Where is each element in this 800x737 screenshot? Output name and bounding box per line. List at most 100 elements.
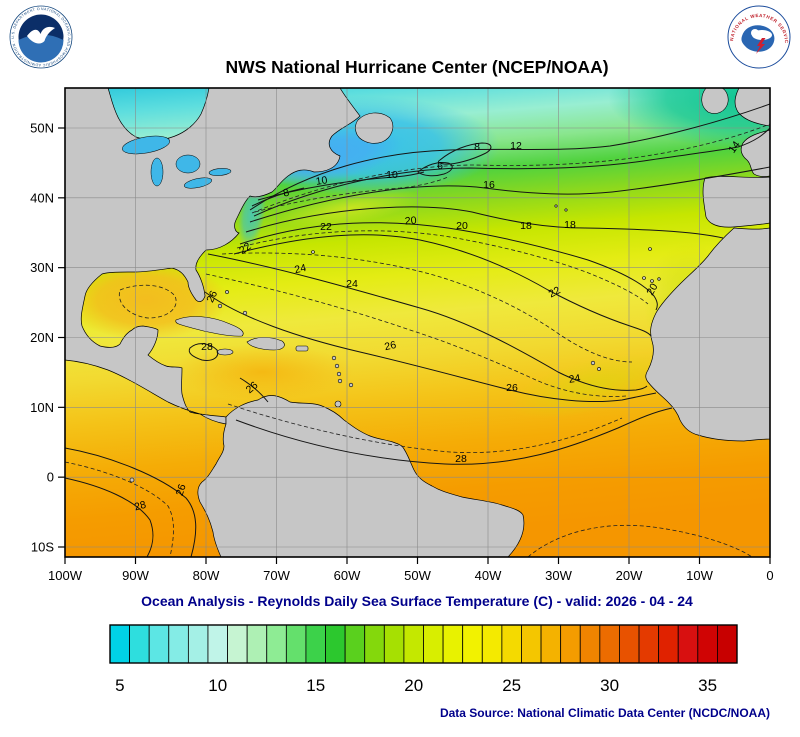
y-axis-label: 0 bbox=[47, 470, 54, 485]
x-axis-label: 40W bbox=[475, 568, 502, 583]
island-cape-verde bbox=[590, 360, 596, 366]
x-axis-label: 70W bbox=[263, 568, 290, 583]
x-axis-label: 20W bbox=[616, 568, 643, 583]
island-galapagos bbox=[129, 477, 135, 483]
nws-logo: NATIONAL WEATHER SERVICE bbox=[727, 5, 791, 69]
x-axis-label: 30W bbox=[545, 568, 572, 583]
contour-label: 16 bbox=[483, 179, 495, 191]
contour-label: 18 bbox=[520, 220, 532, 232]
colorbar-tick-label: 20 bbox=[404, 676, 423, 695]
land-iberia bbox=[702, 176, 770, 228]
contour-label: 28 bbox=[133, 499, 148, 514]
figure-title: NWS National Hurricane Center (NCEP/NOAA… bbox=[225, 57, 608, 77]
contour-line-dashed bbox=[65, 461, 174, 557]
gulf-stream-shading bbox=[278, 188, 422, 228]
contour-label: 28 bbox=[455, 453, 467, 465]
land-south-america bbox=[197, 395, 525, 557]
contour-line bbox=[253, 127, 770, 217]
island-bermuda bbox=[311, 250, 315, 254]
contour-line-dashed bbox=[118, 284, 177, 319]
land-jamaica bbox=[216, 348, 234, 356]
equatorial-cool-tongue bbox=[508, 353, 676, 419]
contour-line bbox=[235, 407, 673, 465]
colorbar-cell bbox=[521, 624, 542, 664]
colorbar: 5 10 15 20 25 30 35 bbox=[109, 624, 738, 695]
contour-label: 8 bbox=[282, 187, 291, 200]
x-axis-label: 100W bbox=[48, 568, 83, 583]
contour-line bbox=[245, 206, 724, 239]
y-axis-label: 10N bbox=[30, 400, 54, 415]
x-axis-label: 90W bbox=[122, 568, 149, 583]
contour-line bbox=[257, 171, 425, 201]
northeast-atlantic-shading bbox=[608, 88, 770, 148]
lake-erie bbox=[184, 177, 212, 189]
contour-label: 20 bbox=[404, 215, 417, 228]
contour-line bbox=[239, 377, 269, 403]
colorbar-tick-label: 10 bbox=[208, 676, 227, 695]
colorbar-cell bbox=[540, 624, 562, 664]
lake-ontario bbox=[208, 168, 232, 176]
x-axis-label: 60W bbox=[334, 568, 361, 583]
noaa-logo: NATIONAL OCEANIC AND ATMOSPHERIC ADMINIS… bbox=[9, 5, 73, 69]
colorbar-cell bbox=[168, 624, 189, 664]
island-cape-verde bbox=[597, 367, 601, 371]
contour-label: 24 bbox=[346, 278, 358, 290]
nws-cloud-icon bbox=[751, 29, 759, 37]
noaa-logo-sphere bbox=[18, 34, 64, 63]
colorbar-tick-label: 25 bbox=[502, 676, 521, 695]
land-north-america bbox=[65, 88, 361, 425]
lake-huron bbox=[175, 154, 201, 174]
axis-layer: 100W 90W 80W 70W 60W 50W 40W 30W 20W 10W 0 50N 40N 30… bbox=[30, 121, 773, 584]
colorbar-cell bbox=[560, 624, 581, 664]
contour-label: 10 bbox=[315, 174, 328, 188]
contour-line-dashed bbox=[527, 524, 753, 557]
colorbar-tick-label: 35 bbox=[698, 676, 717, 695]
colorbar-cell bbox=[638, 624, 660, 664]
colorbar-cell bbox=[619, 624, 640, 664]
colorbar-cell bbox=[462, 624, 483, 664]
island-antilles bbox=[331, 355, 337, 361]
island-canaries bbox=[650, 279, 654, 283]
island-trinidad bbox=[334, 400, 342, 408]
colorbar-tick-label: 30 bbox=[600, 676, 619, 695]
contour-line-dashed bbox=[254, 176, 449, 213]
contour-label: 8 bbox=[474, 141, 480, 153]
contour-line-dashed bbox=[251, 123, 770, 214]
land-cuba bbox=[175, 316, 244, 337]
colorbar-cell bbox=[442, 624, 464, 664]
island-canaries bbox=[657, 277, 661, 281]
contour-layer bbox=[65, 103, 770, 557]
contour-line bbox=[437, 142, 492, 165]
colorbar-cell bbox=[325, 624, 346, 664]
colorbar-cell bbox=[481, 624, 503, 664]
island-madeira bbox=[648, 247, 652, 251]
contour-label: 18 bbox=[564, 219, 576, 231]
island-bahamas bbox=[217, 303, 223, 309]
colorbar-frame bbox=[109, 624, 738, 664]
colorbar-tick-label: 15 bbox=[306, 676, 325, 695]
island-azores bbox=[564, 208, 568, 212]
colorbar-cell bbox=[207, 624, 228, 664]
contour-line bbox=[204, 291, 657, 403]
caribbean-warm-shading bbox=[170, 344, 354, 400]
contour-line-dashed bbox=[205, 273, 627, 397]
island-azores bbox=[554, 204, 558, 208]
contour-line-dashed bbox=[236, 230, 649, 305]
x-axis-label: 0 bbox=[766, 568, 773, 583]
contour-label: 20 bbox=[644, 281, 660, 297]
lake-superior bbox=[122, 135, 170, 155]
nws-lightning-icon bbox=[756, 38, 766, 54]
figure-subtitle: Ocean Analysis - Reynolds Daily Sea Surf… bbox=[141, 593, 693, 609]
colorbar-cell bbox=[344, 624, 366, 664]
x-axis-label: 80W bbox=[193, 568, 220, 583]
contour-line bbox=[65, 447, 197, 557]
x-axis-label: 10W bbox=[686, 568, 713, 583]
contour-line bbox=[249, 166, 770, 223]
colorbar-cell bbox=[579, 624, 601, 664]
x-axis-label: 50W bbox=[404, 568, 431, 583]
island-antilles bbox=[336, 371, 342, 377]
y-axis-label: 10S bbox=[31, 539, 54, 554]
colorbar-cell bbox=[285, 624, 307, 664]
contour-line bbox=[249, 103, 770, 211]
